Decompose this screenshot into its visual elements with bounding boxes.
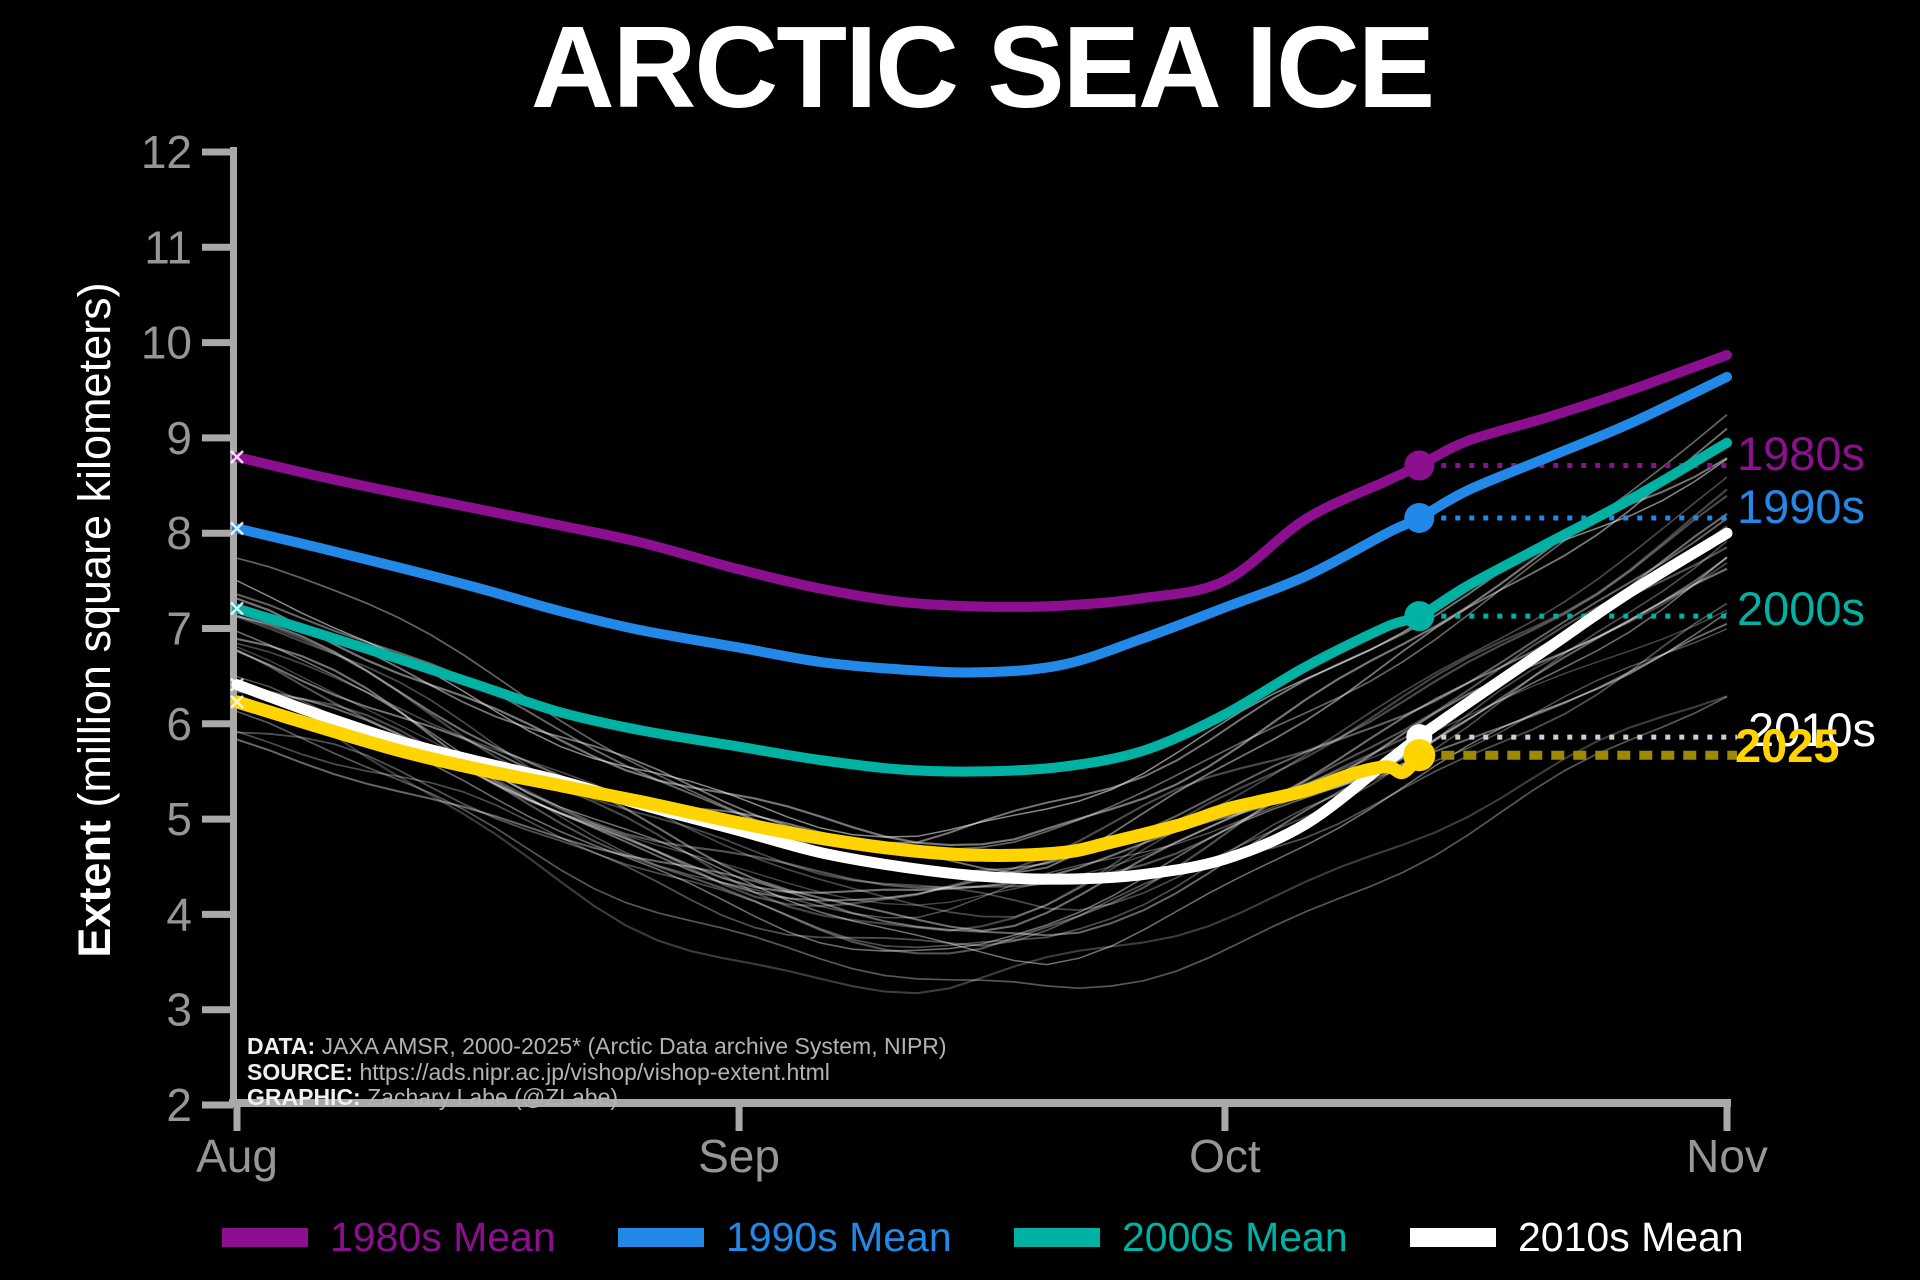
background-year-line [236,695,1728,990]
credit-data-text: JAXA AMSR, 2000-2025* (Arctic Data archi… [321,1033,947,1059]
y-tick-label: 3 [166,984,192,1036]
marker-dot-2025 [1403,739,1436,772]
background-year-line [236,513,1728,932]
line-label-2025: 2025 [1735,719,1840,772]
background-year-line [236,562,1728,912]
background-year-line [236,427,1728,874]
legend-item-1990s: 1990s Mean [618,1212,952,1262]
chart-title: ARCTIC SEA ICE [530,2,1435,132]
marker-dot-1990s-mean [1404,502,1435,533]
line-label-1990s: 1990s [1737,480,1866,533]
legend-swatch [618,1227,704,1247]
series-line-1990s-mean [232,371,1732,678]
y-tick-label: 11 [144,221,192,273]
y-axis-title: Extent (million square kilometers) [69,282,121,957]
legend-swatch [1410,1227,1496,1247]
legend-item-2000s: 2000s Mean [1014,1212,1348,1262]
y-tick-label: 9 [166,412,192,464]
background-year-line [236,681,1728,995]
series-start-mark [230,694,244,709]
x-tick-label: Aug [196,1130,278,1182]
series-start-mark [230,521,244,536]
marker-dot-1980s-mean [1404,450,1435,481]
credits-block: DATA: JAXA AMSR, 2000-2025* (Arctic Data… [247,1033,947,1111]
credit-graphic-line: GRAPHIC: Zachary Labe (@ZLabe) [247,1084,947,1111]
legend-swatch [222,1227,308,1247]
background-year-line [236,525,1728,955]
y-tick-label: 6 [166,698,192,750]
series-line-2010s-mean [231,527,1733,885]
series-line-1980s-mean [232,350,1732,612]
y-tick-label: 7 [166,603,192,655]
credit-data-label: DATA: [247,1033,316,1059]
x-tick-label: Sep [698,1130,780,1182]
background-year-line [236,556,1728,937]
legend-item-2010s: 2010s Mean [1410,1212,1744,1262]
legend-label: 2000s Mean [1122,1213,1348,1260]
legend-item-1980s: 1980s Mean [222,1212,556,1262]
series-line-2025 [230,695,1426,862]
background-year-line [236,488,1728,932]
credit-source-label: SOURCE: [247,1058,354,1085]
legend-label: 2010s Mean [1518,1213,1744,1260]
background-year-line [236,414,1728,852]
y-tick-label: 8 [166,507,192,559]
series-line-2000s-mean [232,437,1732,777]
background-year-line [236,458,1728,838]
marker-dot-2000s-mean [1404,601,1435,632]
y-axis-title-bold: Extent [69,820,120,958]
background-year-line [236,540,1728,949]
y-tick-label: 10 [141,317,192,369]
credit-graphic-label: GRAPHIC: [247,1084,361,1110]
background-year-line [236,476,1728,918]
series-start-mark [230,450,244,464]
x-tick-label: Nov [1686,1130,1768,1182]
y-axis-title-units: (million square kilometers) [69,282,120,821]
legend-swatch [1014,1227,1100,1247]
y-tick-label: 4 [166,888,192,940]
y-tick-label: 5 [166,793,192,845]
credit-source-text: https://ads.nipr.ac.jp/vishop/vishop-ext… [359,1058,830,1085]
series-start-mark [230,601,244,616]
credit-graphic-text: Zachary Labe (@ZLabe) [367,1084,619,1110]
line-label-2010s: 2010s [1748,703,1877,756]
x-tick-label: Oct [1189,1130,1261,1182]
y-tick-label: 12 [141,126,192,178]
legend-label: 1990s Mean [726,1213,952,1260]
background-year-line [236,546,1728,889]
credit-data-line: DATA: JAXA AMSR, 2000-2025* (Arctic Data… [247,1033,947,1060]
credit-source-line: SOURCE: https://ads.nipr.ac.jp/vishop/vi… [247,1058,947,1086]
y-tick-label: 2 [166,1079,192,1131]
line-label-2000s: 2000s [1737,582,1866,635]
legend-label: 1980s Mean [330,1213,556,1260]
series-start-mark [230,677,244,692]
background-year-line [236,457,1728,845]
line-label-1980s: 1980s [1737,427,1866,480]
background-year-line [236,556,1728,952]
background-year-line [236,602,1728,947]
